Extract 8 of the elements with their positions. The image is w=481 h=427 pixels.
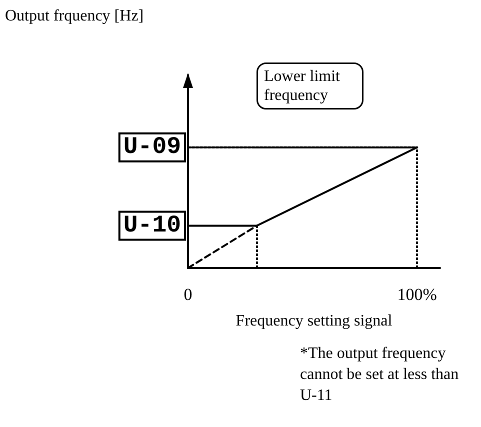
text: *The output frequency cannot be set at less than U-11 <box>300 345 463 404</box>
x-axis-title: Frequency setting signal <box>236 312 393 330</box>
x-tick-label: 0 <box>184 285 192 304</box>
x-tick-label: 100% <box>397 285 437 304</box>
annotation: U-10 <box>123 212 181 240</box>
text: Output frquency [Hz] <box>5 8 144 24</box>
annotation: U-09 <box>123 134 181 161</box>
text: Lower limit frequency <box>264 68 344 104</box>
